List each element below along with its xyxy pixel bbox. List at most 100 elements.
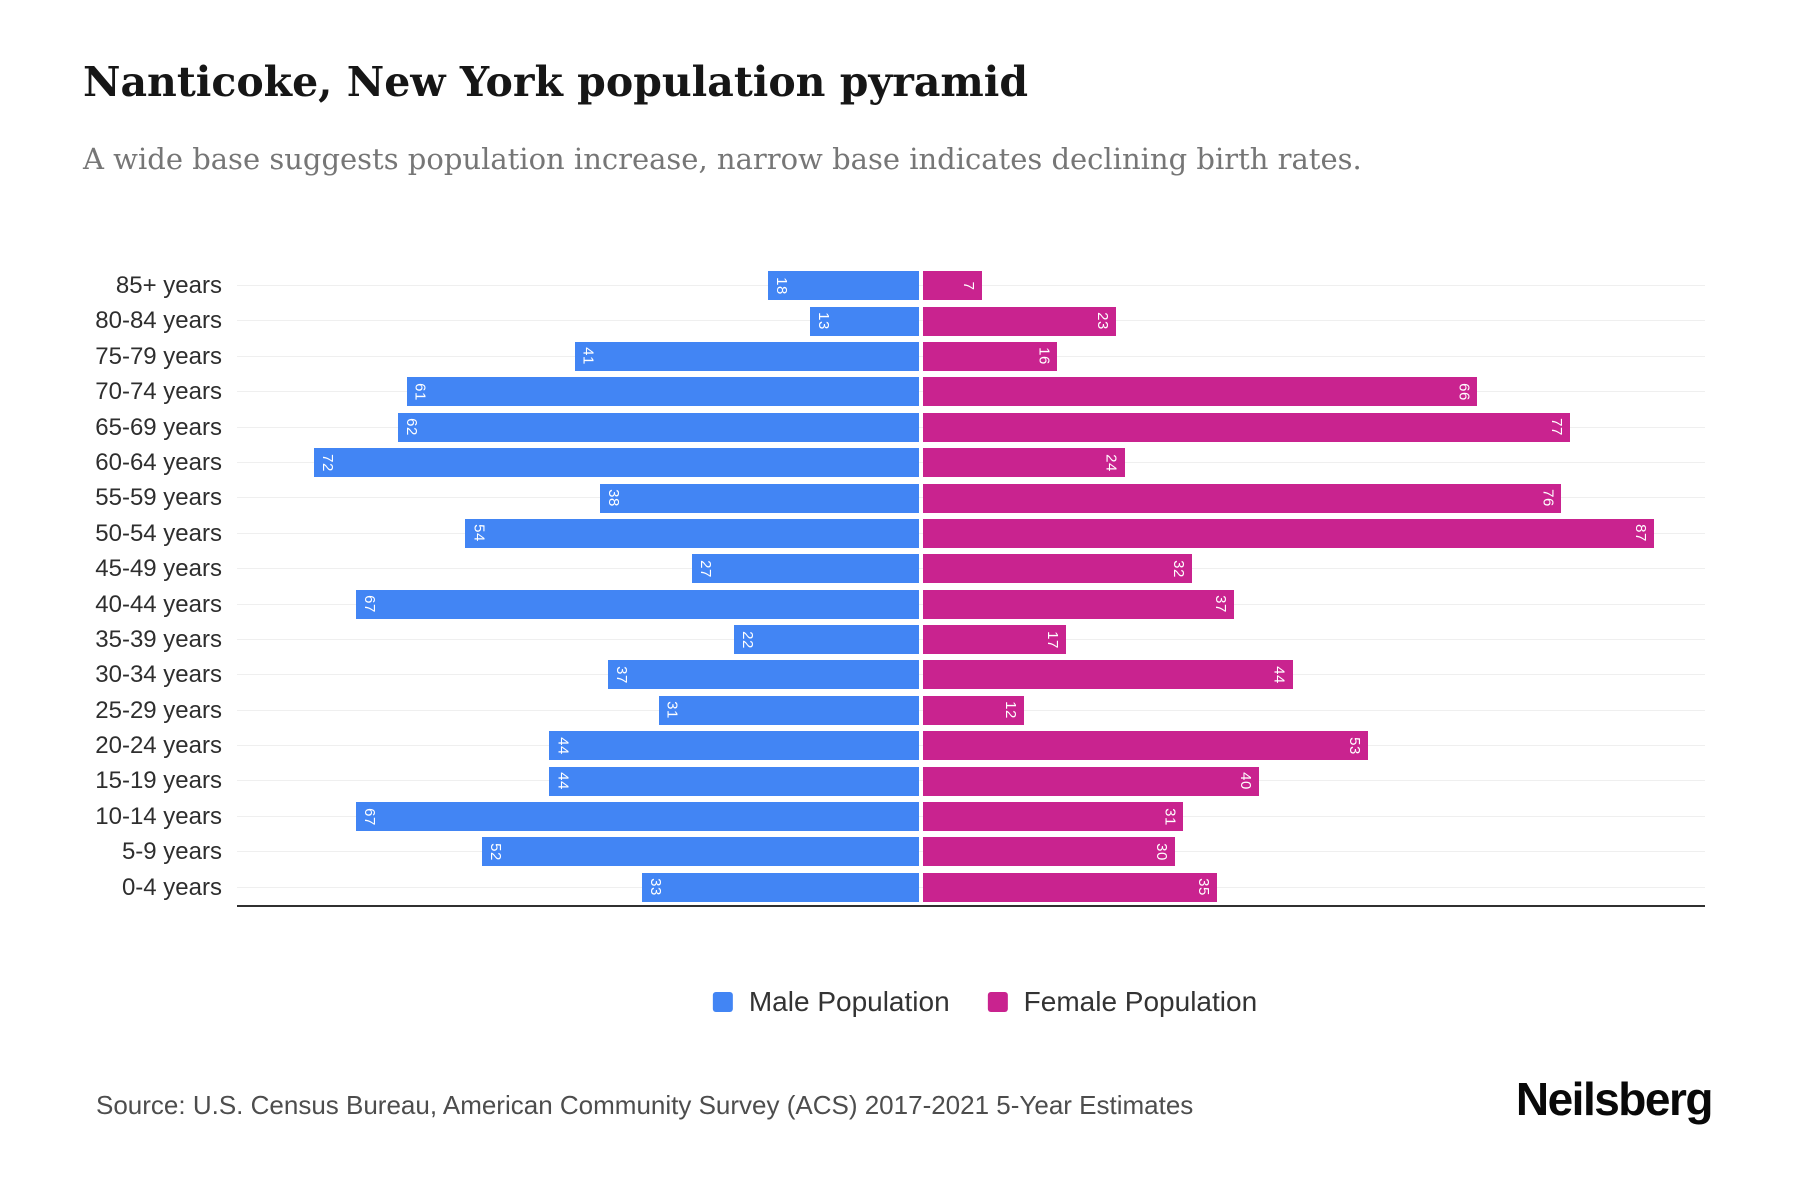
female-bar[interactable]: 76 [923, 483, 1562, 513]
female-bar[interactable]: 24 [923, 448, 1125, 478]
age-group-label: 65-69 years [95, 413, 222, 441]
age-group-label: 60-64 years [95, 448, 222, 476]
chart-row: 50-54 years 54 87 [0, 516, 1800, 551]
male-bar[interactable]: 41 [574, 341, 919, 371]
age-group-label: 85+ years [115, 272, 222, 299]
male-bar[interactable]: 67 [356, 589, 919, 619]
chart-row: 85+ years 18 7 [0, 268, 1800, 303]
chart-row: 70-74 years 61 66 [0, 374, 1800, 409]
male-bar[interactable]: 44 [549, 766, 919, 796]
age-group-label: 30-34 years [95, 661, 222, 689]
age-group-label: 10-14 years [95, 802, 222, 830]
female-bar[interactable]: 17 [923, 625, 1066, 655]
row-plot-area: 41 16 [237, 339, 1705, 374]
row-plot-area: 37 44 [237, 657, 1705, 692]
female-bar-value: 16 [1035, 347, 1053, 366]
female-bar[interactable]: 30 [923, 837, 1175, 867]
female-bar[interactable]: 87 [923, 518, 1654, 548]
chart-row: 75-79 years 41 16 [0, 339, 1800, 374]
chart-row: 20-24 years 44 53 [0, 728, 1800, 763]
chart-row: 25-29 years 31 12 [0, 693, 1800, 728]
male-bar-value: 44 [554, 772, 572, 790]
female-bar-value: 17 [1043, 630, 1061, 649]
age-group-label: 20-24 years [95, 732, 222, 760]
x-axis-line [237, 905, 1705, 907]
female-bar-value: 87 [1631, 524, 1649, 543]
chart-row: 5-9 years 52 30 [0, 834, 1800, 869]
male-bar-value: 38 [604, 489, 622, 507]
male-bar-value: 62 [403, 418, 421, 437]
female-bar[interactable]: 37 [923, 589, 1234, 619]
female-bar[interactable]: 23 [923, 306, 1117, 336]
male-bar-value: 61 [411, 383, 429, 401]
male-bar[interactable]: 33 [641, 872, 919, 902]
legend-item[interactable]: Male Population [712, 986, 950, 1018]
female-bar[interactable]: 7 [923, 271, 982, 301]
male-bar[interactable]: 72 [314, 448, 919, 478]
male-bar[interactable]: 31 [658, 695, 919, 725]
row-plot-area: 72 24 [237, 445, 1705, 480]
male-bar[interactable]: 27 [692, 554, 919, 584]
male-bar-value: 67 [361, 807, 379, 826]
male-bar[interactable]: 22 [734, 625, 919, 655]
female-bar[interactable]: 35 [923, 872, 1217, 902]
female-bar-value: 44 [1270, 666, 1288, 684]
female-bar[interactable]: 16 [923, 341, 1058, 371]
male-bar-value: 72 [319, 453, 337, 472]
chart-row: 30-34 years 37 44 [0, 657, 1800, 692]
age-group-label: 55-59 years [95, 484, 222, 512]
female-bar-value: 31 [1161, 807, 1179, 826]
male-bar-value: 22 [739, 630, 757, 649]
page-subtitle: A wide base suggests population increase… [83, 142, 1362, 176]
legend-item[interactable]: Female Population [987, 986, 1257, 1018]
female-bar[interactable]: 12 [923, 695, 1024, 725]
age-group-label: 35-39 years [95, 625, 222, 653]
female-bar[interactable]: 31 [923, 802, 1184, 832]
chart-row: 10-14 years 67 31 [0, 799, 1800, 834]
female-bar-value: 30 [1153, 843, 1170, 861]
female-bar-value: 24 [1102, 453, 1120, 472]
female-bar-value: 53 [1346, 736, 1364, 755]
female-bar-value: 23 [1094, 312, 1112, 330]
age-group-label: 75-79 years [95, 342, 222, 370]
age-group-label: 15-19 years [95, 767, 222, 795]
female-bar[interactable]: 53 [923, 731, 1369, 761]
female-bar[interactable]: 44 [923, 660, 1293, 690]
age-group-label: 70-74 years [95, 378, 222, 406]
male-bar[interactable]: 54 [465, 518, 919, 548]
row-plot-area: 67 31 [237, 799, 1705, 834]
row-plot-area: 44 53 [237, 728, 1705, 763]
age-group-label: 40-44 years [95, 590, 222, 618]
female-bar[interactable]: 66 [923, 377, 1478, 407]
male-bar[interactable]: 67 [356, 802, 919, 832]
male-bar[interactable]: 61 [406, 377, 919, 407]
male-bar-value: 18 [772, 276, 790, 295]
male-bar[interactable]: 52 [482, 837, 919, 867]
male-bar-value: 41 [579, 347, 597, 366]
male-bar[interactable]: 44 [549, 731, 919, 761]
male-bar[interactable]: 37 [608, 660, 919, 690]
legend-swatch-icon [712, 992, 733, 1012]
female-bar-value: 40 [1237, 772, 1254, 790]
female-bar[interactable]: 40 [923, 766, 1259, 796]
male-bar[interactable]: 18 [767, 271, 919, 301]
row-plot-area: 61 66 [237, 374, 1705, 409]
age-group-label: 5-9 years [121, 838, 222, 866]
age-group-label: 25-29 years [95, 696, 222, 724]
page-title: Nanticoke, New York population pyramid [83, 58, 1029, 106]
chart-row: 0-4 years 33 35 [0, 870, 1800, 905]
male-bar-value: 27 [697, 559, 715, 578]
female-bar-value: 66 [1455, 383, 1473, 401]
age-group-label: 45-49 years [95, 555, 222, 583]
chart-row: 15-19 years 44 40 [0, 763, 1800, 798]
female-bar[interactable]: 77 [923, 412, 1570, 442]
row-plot-area: 31 12 [237, 693, 1705, 728]
chart-row: 45-49 years 27 32 [0, 551, 1800, 586]
male-bar[interactable]: 62 [398, 412, 919, 442]
male-bar[interactable]: 38 [599, 483, 919, 513]
female-bar[interactable]: 32 [923, 554, 1192, 584]
male-bar[interactable]: 13 [809, 306, 919, 336]
chart-row: 80-84 years 13 23 [0, 303, 1800, 338]
female-bar-value: 76 [1539, 489, 1557, 507]
